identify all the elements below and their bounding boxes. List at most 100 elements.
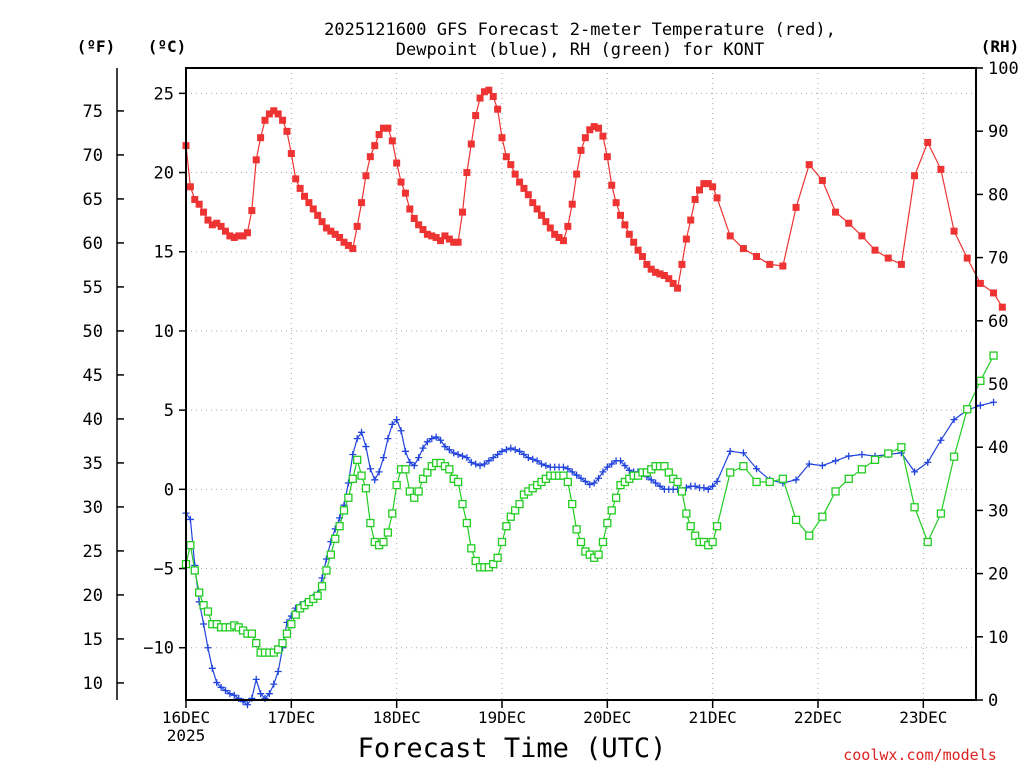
dewpoint-point [406,458,414,466]
rh-point [339,506,349,515]
rh-point [471,556,480,566]
temperature-point [660,271,668,279]
temperature-point [573,170,581,178]
temperature-point [283,127,291,135]
rh-point [445,465,454,474]
temperature-point [270,107,278,115]
dewpoint-point [647,476,655,484]
series-rh [181,351,998,657]
temperature-point [625,230,633,238]
dewpoint-point [371,476,379,484]
temperature-point [472,112,480,120]
dewpoint-point [485,457,493,465]
rh-point [489,559,498,569]
temperature-point [287,150,295,158]
temperature-point [384,124,392,132]
temperature-point [586,126,594,134]
rh-point [559,471,568,480]
rh-point [506,512,515,521]
temperature-point [845,219,853,227]
dewpoint-point [858,450,866,458]
celsius-unit-label: (ºC) [148,37,187,56]
fahrenheit-tick-label: 10 [83,674,103,694]
fahrenheit-tick-label: 45 [83,366,103,386]
dewpoint-point [599,468,607,476]
temperature-point [419,226,427,234]
temperature-point [230,233,238,241]
rh-point [682,509,691,518]
temperature-point [432,233,440,241]
temperature-point [726,232,734,240]
temperature-point [713,194,721,202]
fahrenheit-tick-label: 20 [83,586,103,606]
dewpoint-point [270,680,278,688]
series-line [185,89,1003,308]
temperature-point [950,227,958,235]
rh-point [576,537,586,547]
rh-point [515,499,524,509]
rh-point [923,537,932,547]
rh-unit-label: (RH) [981,37,1020,56]
dewpoint-point [252,675,260,683]
x-tick-label: 18DEC [373,708,421,727]
temperature-point [911,172,919,180]
temperature-point [753,252,761,260]
dewpoint-point [498,447,506,455]
rh-point [884,449,893,458]
temperature-point [336,233,344,241]
dewpoint-point [713,477,721,485]
rh-tick-label: 60 [988,312,1008,332]
rh-point [190,566,199,575]
temperature-point [779,262,787,270]
dewpoint-point [393,416,401,424]
temperature-point [581,134,589,142]
rh-point [410,493,419,502]
temperature-point [489,93,497,101]
temperature-point [406,205,414,213]
rh-point [949,452,959,461]
dewpoint-point [388,420,396,428]
x-tick-sublabel: 2025 [167,726,206,745]
celsius-tick-label: 15 [154,243,174,263]
temperature-point [700,180,708,188]
dewpoint-point [739,449,747,457]
rh-point [660,462,669,471]
fahrenheit-tick-label: 35 [83,454,103,474]
series-2-meter-temperature [182,86,1006,311]
rh-point [603,518,612,528]
dewpoint-point [230,691,238,699]
dewpoint-point [617,457,624,465]
dewpoint-point [709,482,717,490]
dewpoint-point [445,446,453,454]
dewpoint-point [375,468,383,476]
dewpoint-point [265,690,273,698]
dewpoint-point [476,462,484,470]
temperature-point [252,156,260,164]
rh-point [818,512,827,521]
rh-point [897,443,906,452]
temperature-point [265,110,273,118]
temperature-point [634,246,642,254]
temperature-point [674,284,682,292]
temperature-point [511,170,519,178]
dewpoint-point [222,686,229,694]
fahrenheit-unit-label: (ºF) [77,37,116,56]
rh-point [690,531,700,540]
temperature-point [858,232,866,240]
celsius-axis-ticks: 25 20 15 10 5 0 −5 −10 [143,84,186,659]
temperature-point [990,289,998,297]
dewpoint-point [937,436,945,444]
rh-point [726,468,735,477]
x-tick-label: 19DEC [478,708,526,727]
dewpoint-point [401,447,409,455]
temperature-point [467,140,475,148]
temperature-point [502,153,510,161]
rh-point [348,474,357,483]
dewpoint-point [529,455,537,463]
dewpoint-point [366,465,374,473]
dewpoint-point [322,555,330,563]
rh-point [322,566,331,575]
temperature-point [533,205,541,213]
temperature-point [309,205,317,213]
temperature-point [766,260,774,268]
